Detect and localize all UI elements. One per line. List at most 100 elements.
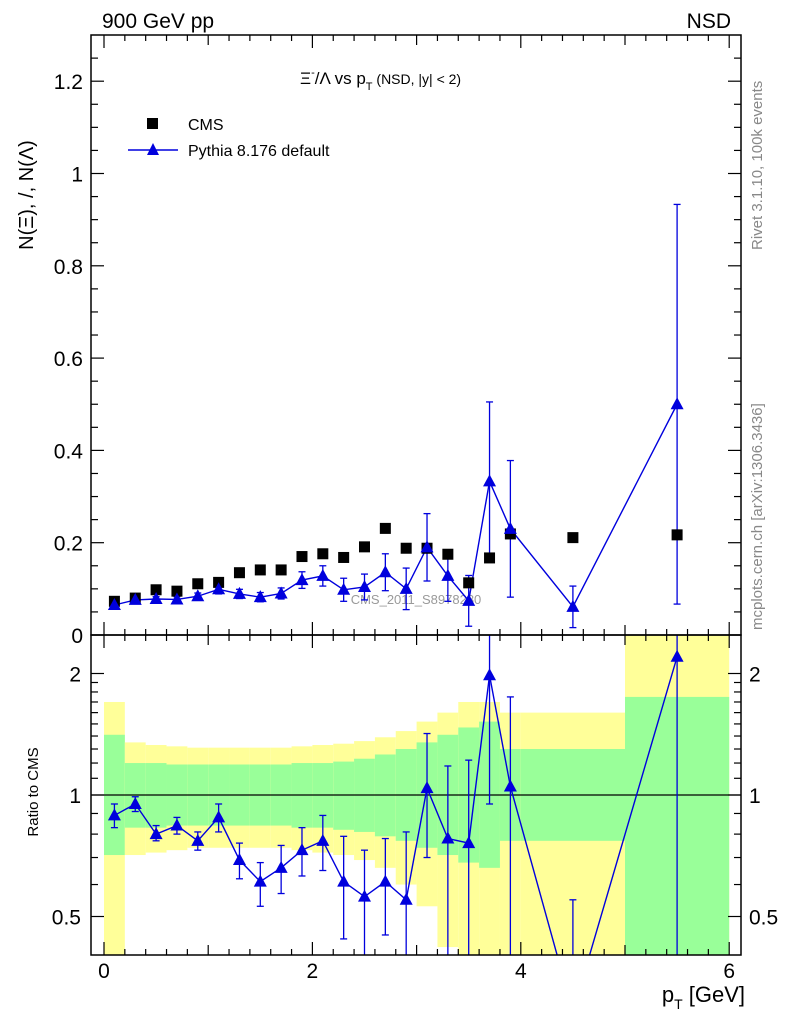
main-mc-polyline bbox=[114, 403, 678, 609]
mc-data-point bbox=[337, 582, 351, 595]
mc-data-point bbox=[191, 589, 205, 602]
cms-data-point bbox=[233, 567, 245, 579]
ratio-mc-point bbox=[378, 874, 392, 887]
mc-data-point bbox=[462, 593, 476, 606]
cms-data-point bbox=[484, 552, 496, 564]
cms-data-point bbox=[671, 529, 683, 541]
mc-data-point bbox=[170, 592, 184, 605]
mc-data-point bbox=[566, 599, 580, 612]
mc-data-point bbox=[483, 474, 497, 487]
ratio-y-tick-label: 2 bbox=[69, 664, 81, 687]
main-y-tick-label: 1.2 bbox=[54, 71, 83, 94]
ratio-mc-point bbox=[483, 668, 497, 681]
mcplots-label: mcplots.cern.ch [arXiv:1306.3436] bbox=[749, 403, 766, 630]
ratio-mc-point bbox=[441, 831, 455, 844]
x-tick-label: 2 bbox=[307, 960, 319, 983]
main-y-tick-label: 0.8 bbox=[54, 256, 83, 279]
mc-data-point bbox=[503, 521, 517, 534]
energy-label: 900 GeV pp bbox=[102, 10, 214, 33]
cms-data-point bbox=[463, 577, 475, 589]
legend-cms-label: CMS bbox=[188, 117, 224, 134]
cms-data-point bbox=[275, 564, 287, 576]
mc-data-point bbox=[670, 397, 684, 410]
ratio-y-tick-label: 0.5 bbox=[52, 907, 81, 930]
ratio-mc-point bbox=[295, 843, 309, 856]
x-axis-title: pT [GeV] bbox=[662, 982, 745, 1012]
ratio-mc-point bbox=[316, 833, 330, 846]
cms-data-point bbox=[442, 548, 454, 560]
ratio-y-tick-label: 1 bbox=[69, 785, 81, 808]
cms-data-point bbox=[254, 564, 266, 576]
ratio-mc-point bbox=[170, 818, 184, 831]
mc-data-point bbox=[399, 581, 413, 594]
legend-cms-marker bbox=[147, 118, 158, 129]
x-tick-label: 0 bbox=[98, 960, 110, 983]
x-tick-label: 6 bbox=[723, 960, 735, 983]
cms-data-point bbox=[192, 578, 204, 590]
main-mc-line bbox=[114, 403, 678, 609]
main-y-tick-label: 0 bbox=[71, 625, 83, 648]
mc-data-point bbox=[107, 598, 121, 611]
ratio-mc-point bbox=[107, 808, 121, 821]
cms-data-point bbox=[379, 522, 391, 534]
ratio-mc-point bbox=[420, 781, 434, 794]
ratio-mc-points bbox=[107, 649, 684, 905]
cms-data-point bbox=[171, 585, 183, 597]
legend-mc-label: Pythia 8.176 default bbox=[188, 143, 330, 160]
ratio-mc-point bbox=[503, 779, 517, 792]
mc-data-point bbox=[253, 590, 267, 603]
mc-data-point bbox=[316, 568, 330, 581]
chart-title: Ξ-/Λ vs pT (NSD, |y| < 2) bbox=[300, 67, 461, 93]
cms-data-point bbox=[338, 551, 350, 563]
ratio-mc-point bbox=[358, 889, 371, 902]
cms-data-point bbox=[150, 584, 162, 596]
cms-data-point bbox=[400, 542, 412, 554]
mc-data-point bbox=[295, 573, 309, 586]
mc-data-point bbox=[274, 586, 288, 599]
ratio-mc-point bbox=[670, 649, 684, 662]
mc-data-point bbox=[128, 592, 142, 605]
axis-tick-labels: 0 0.2 0.4 0.6 0.8 1 1.2 0.5 0.5 1 1 2 2 0 2 4 6 bbox=[52, 71, 778, 983]
cms-data-point bbox=[359, 541, 370, 553]
axis-ticks bbox=[91, 35, 741, 955]
mc-data-point bbox=[441, 568, 455, 581]
ratio-mc-point bbox=[274, 860, 288, 873]
ratio-mc-point bbox=[462, 836, 476, 849]
ratio-y-tick-label-right: 2 bbox=[749, 664, 761, 687]
cms-data-point bbox=[317, 548, 329, 560]
cms-data-point bbox=[296, 551, 308, 563]
mc-data-point bbox=[420, 540, 434, 553]
ratio-mc-polyline bbox=[114, 656, 678, 955]
mc-data-point bbox=[378, 565, 392, 578]
legend-mc-marker bbox=[147, 143, 159, 155]
main-y-tick-label: 0.2 bbox=[54, 533, 83, 556]
main-y-tick-label: 0.6 bbox=[54, 348, 83, 371]
ratio-mc-point bbox=[337, 874, 351, 887]
ratio-mc-point bbox=[149, 827, 163, 840]
ratio-mc-point bbox=[212, 810, 226, 823]
ratio-y-tick-label-right: 1 bbox=[749, 785, 761, 808]
main-y-tick-label: 1 bbox=[71, 164, 83, 187]
ratio-mc-point bbox=[253, 874, 267, 887]
legend: CMS Pythia 8.176 default bbox=[128, 117, 330, 160]
x-tick-label: 4 bbox=[515, 960, 527, 983]
top-y-axis-title: N(Ξ), /, N(Λ) bbox=[16, 140, 38, 250]
ratio-mc-point bbox=[232, 853, 246, 866]
ratio-y-tick-label-right: 0.5 bbox=[749, 907, 778, 930]
cms-data-point bbox=[504, 528, 516, 540]
mc-data-point bbox=[149, 592, 163, 605]
rivet-label: Rivet 3.1.10, 100k events bbox=[749, 81, 766, 250]
main-mc-points bbox=[107, 397, 684, 612]
ratio-band-inner bbox=[333, 761, 355, 830]
ratio-mc-line bbox=[114, 656, 678, 955]
main-y-tick-label: 0.4 bbox=[54, 440, 84, 463]
analysis-watermark: CMS_2011_S8978280 bbox=[351, 592, 482, 607]
process-label: NSD bbox=[687, 10, 731, 33]
mc-data-point bbox=[232, 586, 246, 599]
mc-data-point bbox=[212, 582, 226, 595]
mc-data-point bbox=[358, 580, 371, 593]
cms-data-point bbox=[567, 532, 579, 544]
ratio-mc-point bbox=[191, 833, 205, 846]
ratio-mc-point bbox=[399, 892, 413, 905]
